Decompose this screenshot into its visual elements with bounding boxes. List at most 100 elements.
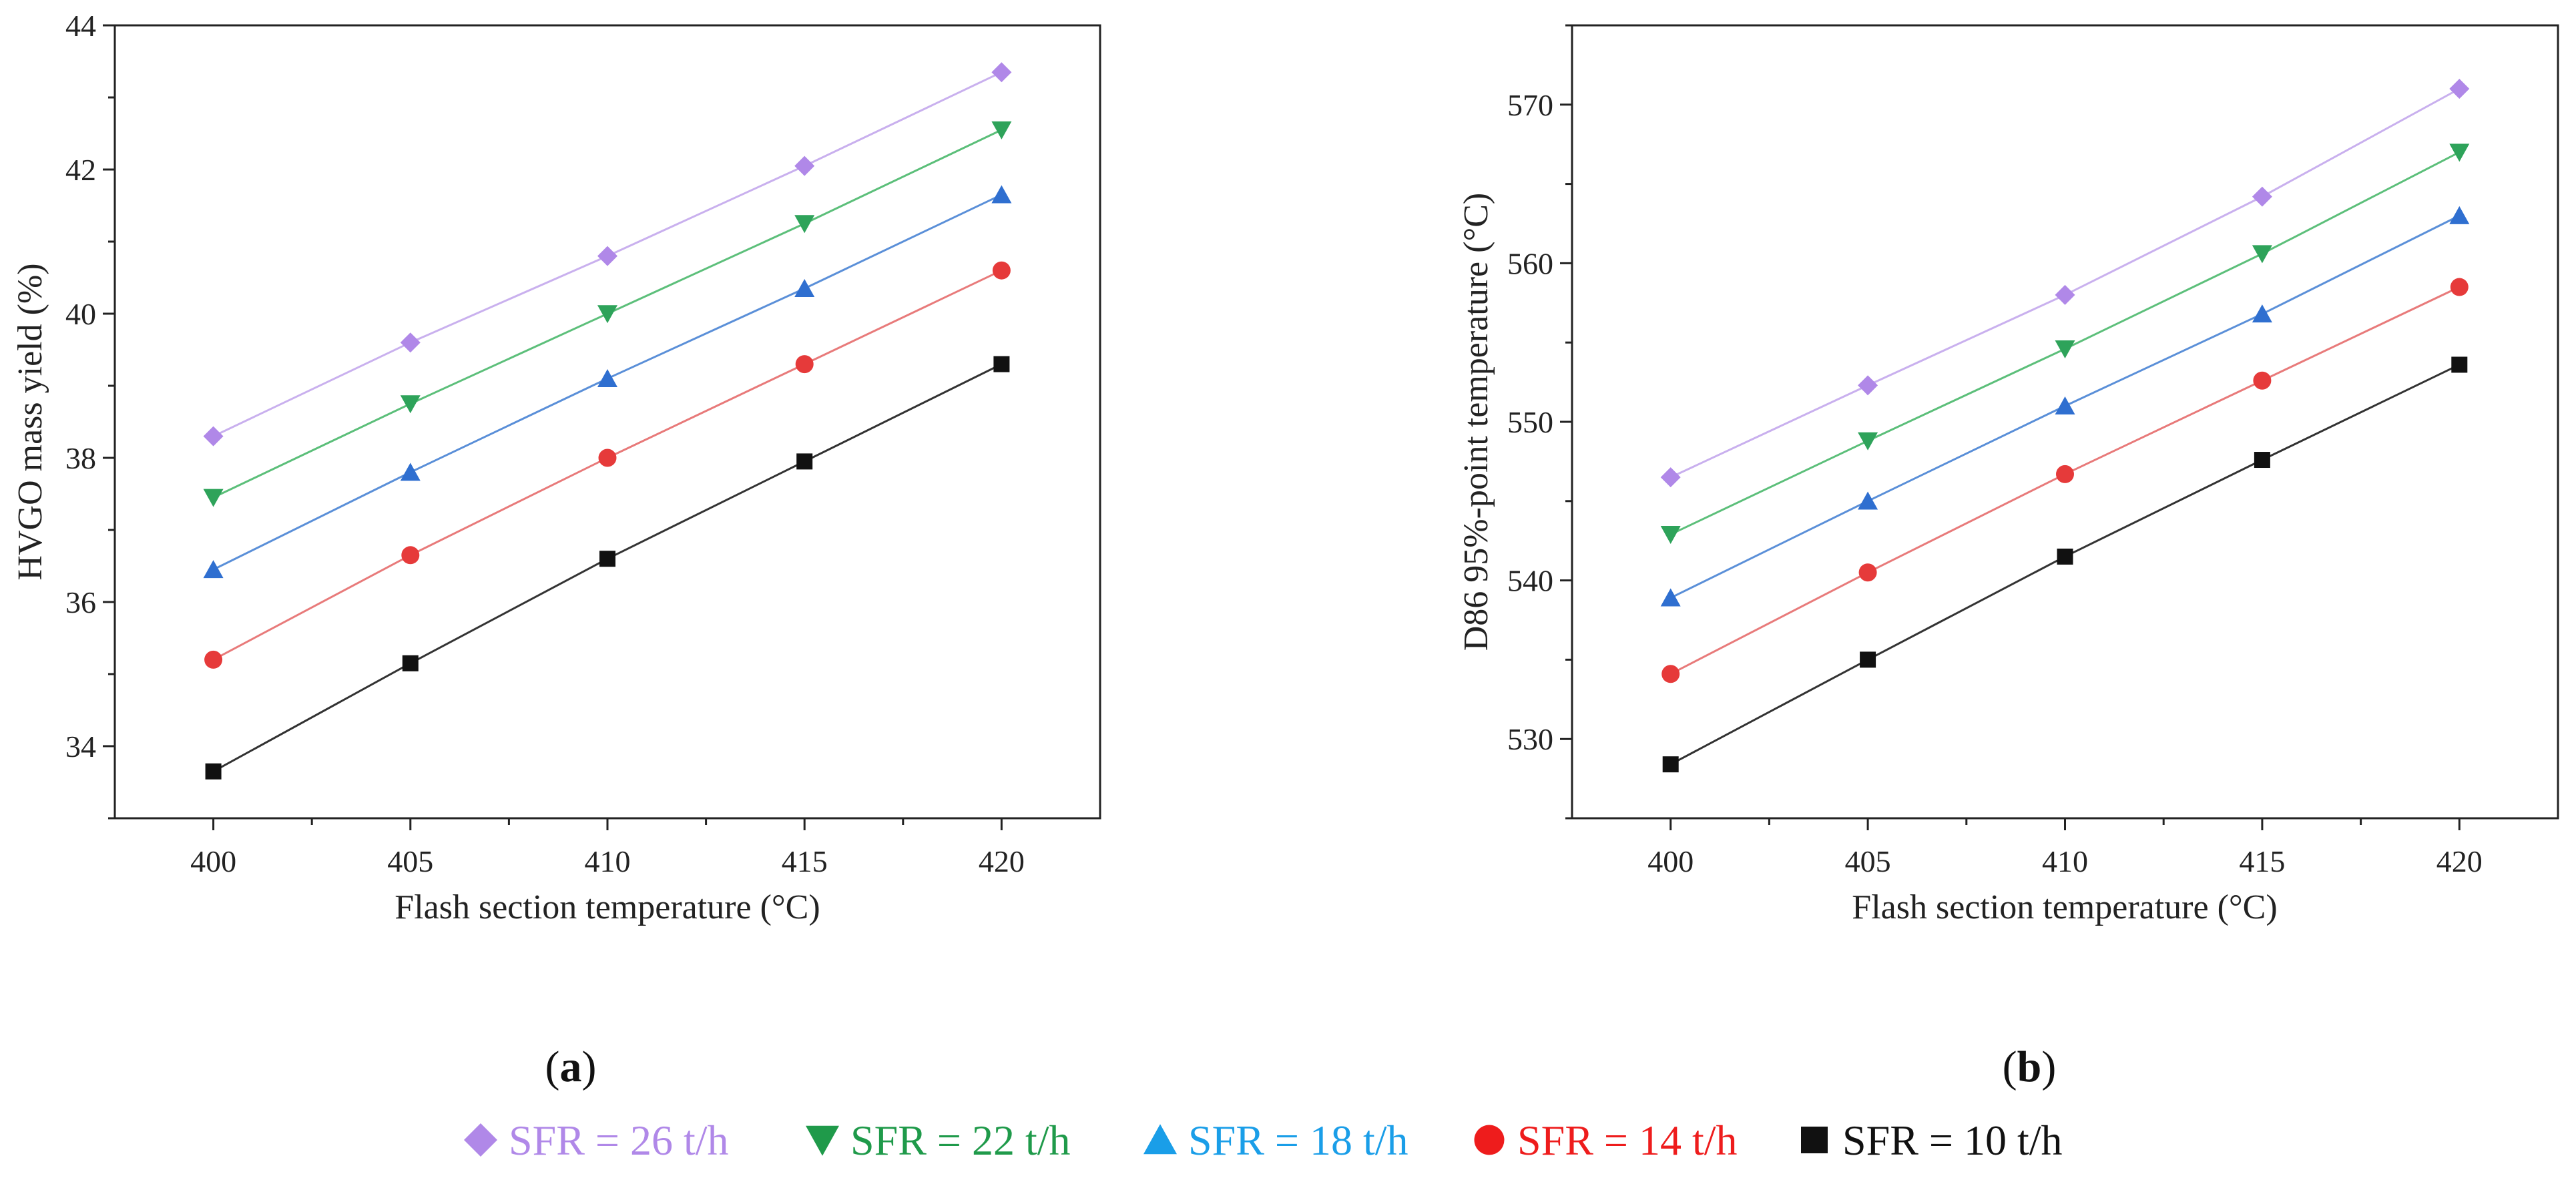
data-point xyxy=(597,305,617,324)
chart-panel-a: 400 405 410 415 420 34 36 38 40 42 44 Flash section… xyxy=(11,9,1101,926)
x-tick-label: 415 xyxy=(2239,844,2285,878)
data-point xyxy=(991,121,1012,139)
chart-panel-b: 400 405 410 415 420 530 540 550 560 570 Flash sect… xyxy=(1457,24,2559,926)
legend-marker xyxy=(1801,1127,1828,1153)
x-axis-label: Flash section temperature (°C) xyxy=(395,888,820,926)
panel-label-a: (a) xyxy=(545,1043,597,1091)
data-point xyxy=(597,368,617,387)
data-point xyxy=(2451,356,2468,373)
y-tick-label: 530 xyxy=(1507,722,1553,756)
y-tick-label: 38 xyxy=(65,441,96,475)
data-point xyxy=(2449,79,2470,99)
series-diamond xyxy=(203,62,1012,447)
legend-marker xyxy=(1143,1124,1177,1155)
data-point xyxy=(2253,371,2272,390)
series-square xyxy=(1662,356,2468,773)
data-point xyxy=(598,449,617,467)
data-point xyxy=(1860,651,1876,668)
data-point xyxy=(204,650,223,669)
legend-marker xyxy=(1474,1125,1505,1155)
data-point xyxy=(2252,304,2272,323)
y-tick-label: 44 xyxy=(65,9,96,43)
y-tick-label: 550 xyxy=(1507,405,1553,439)
data-point xyxy=(400,463,421,481)
data-point xyxy=(795,355,814,374)
series-line xyxy=(1670,87,2461,479)
data-point xyxy=(2252,186,2272,207)
y-tick-label: 34 xyxy=(65,729,96,764)
legend-item: SFR = 10 t/h xyxy=(1801,1117,2063,1164)
data-point xyxy=(2449,143,2470,162)
data-point xyxy=(2254,452,2270,469)
series-triangle-up xyxy=(1660,206,2470,607)
data-point xyxy=(597,246,617,266)
data-point xyxy=(1858,432,1878,451)
data-point xyxy=(1858,491,1878,510)
y-tick-label: 570 xyxy=(1507,88,1553,122)
data-point xyxy=(1661,665,1680,683)
series-triangle-down xyxy=(203,121,1012,507)
x-tick-label: 415 xyxy=(782,844,828,878)
data-point xyxy=(205,763,222,780)
legend-label: SFR = 26 t/h xyxy=(509,1117,729,1164)
y-tick-label: 42 xyxy=(65,153,96,187)
data-point xyxy=(991,62,1012,83)
data-point xyxy=(203,489,224,507)
data-point xyxy=(2057,548,2073,565)
data-point xyxy=(1662,756,1679,773)
data-point xyxy=(991,185,1012,204)
plot-frame xyxy=(113,24,1101,820)
legend-label: SFR = 14 t/h xyxy=(1517,1117,1738,1164)
legend-item: SFR = 18 t/h xyxy=(1143,1117,1408,1164)
data-point xyxy=(2450,278,2469,296)
legend-label: SFR = 22 t/h xyxy=(850,1117,1071,1164)
data-point xyxy=(2055,396,2075,414)
data-point xyxy=(796,453,813,470)
plot-frame xyxy=(1571,24,2559,820)
x-tick-label: 420 xyxy=(2436,844,2483,878)
y-tick-label: 540 xyxy=(1507,564,1553,598)
x-tick-label: 410 xyxy=(2042,844,2088,878)
data-point xyxy=(2055,340,2075,358)
panel-labels: (a) (b) xyxy=(545,1043,2057,1091)
series-triangle-up xyxy=(203,185,1012,579)
legend: SFR = 26 t/h SFR = 22 t/h SFR = 18 t/h SFR … xyxy=(464,1117,2063,1164)
legend-marker xyxy=(464,1123,497,1157)
x-tick-label: 410 xyxy=(585,844,631,878)
data-point xyxy=(1660,467,1681,488)
panel-label-b: (b) xyxy=(2003,1043,2057,1091)
data-point xyxy=(2449,206,2470,224)
x-tick-label: 400 xyxy=(190,844,236,878)
y-axis-label: D86 95%-point temperature (°C) xyxy=(1457,193,1495,651)
x-tick-label: 405 xyxy=(387,844,433,878)
data-point xyxy=(794,278,815,297)
x-tick-label: 405 xyxy=(1845,844,1891,878)
data-point xyxy=(400,332,421,353)
x-tick-label: 420 xyxy=(979,844,1025,878)
legend-marker xyxy=(806,1125,839,1156)
data-point xyxy=(401,546,420,565)
data-point xyxy=(402,655,419,671)
series-line xyxy=(212,363,1003,773)
data-point xyxy=(1660,525,1681,544)
data-point xyxy=(2055,284,2075,305)
legend-label: SFR = 10 t/h xyxy=(1842,1117,2063,1164)
data-point xyxy=(1660,588,1681,607)
data-point xyxy=(794,156,815,176)
data-point xyxy=(794,215,815,234)
data-point xyxy=(2252,245,2272,264)
legend-label: SFR = 18 t/h xyxy=(1188,1117,1408,1164)
series-diamond xyxy=(1660,79,2470,488)
legend-item: SFR = 26 t/h xyxy=(464,1117,729,1164)
data-point xyxy=(203,560,224,579)
y-tick-label: 40 xyxy=(65,297,96,331)
series-square xyxy=(205,356,1010,780)
data-point xyxy=(992,261,1011,280)
data-point xyxy=(1858,563,1877,582)
data-point xyxy=(400,395,421,414)
data-point xyxy=(993,356,1010,372)
x-tick-label: 400 xyxy=(1647,844,1694,878)
data-point xyxy=(1858,375,1878,396)
data-point xyxy=(2056,465,2074,483)
